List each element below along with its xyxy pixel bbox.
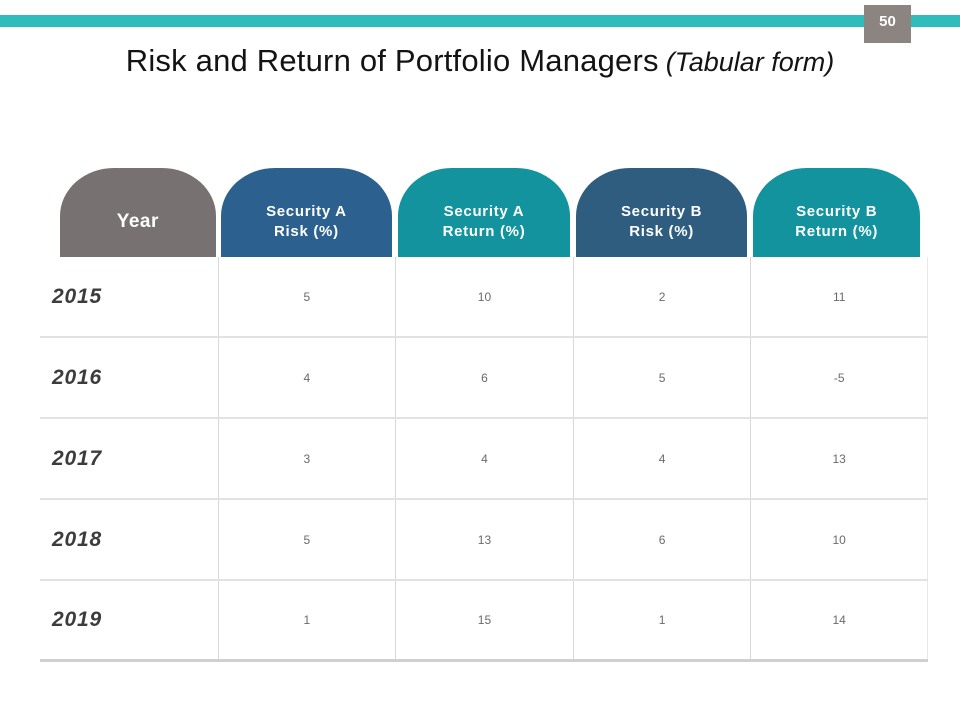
- value-cell: 10: [750, 500, 928, 579]
- header-dome-security-a-return: Security A Return (%): [398, 168, 570, 257]
- slide-title: Risk and Return of Portfolio Managers (Ta…: [0, 42, 960, 79]
- column-header-security-a-return: Security A Return (%): [395, 168, 573, 257]
- value-cell: 15: [395, 581, 573, 659]
- value-cell: 10: [395, 257, 573, 336]
- table-row: 2016 4 6 5 -5: [40, 338, 928, 419]
- column-header-security-a-risk: Security A Risk (%): [218, 168, 396, 257]
- header-dome-year: Year: [60, 168, 216, 257]
- table-row: 2017 3 4 4 13: [40, 419, 928, 500]
- header-label: Security B: [796, 202, 878, 220]
- value-cell: 5: [217, 257, 396, 336]
- header-label: Year: [116, 210, 159, 232]
- value-cell: 2: [572, 257, 751, 336]
- header-dome-security-a-risk: Security A Risk (%): [220, 168, 393, 257]
- header-label: Risk (%): [274, 222, 339, 240]
- page-number: 50: [879, 13, 896, 30]
- accent-bar: [0, 15, 960, 27]
- value-cell: 13: [750, 419, 928, 498]
- year-cell: 2015: [52, 284, 102, 308]
- header-label: Security B: [620, 202, 703, 220]
- value-cell: 14: [750, 581, 928, 659]
- data-table: Year Security A Risk (%) Security A Retu…: [40, 168, 928, 662]
- value-cell: 6: [572, 500, 751, 579]
- value-cell: -5: [750, 338, 928, 417]
- year-cell: 2019: [52, 608, 102, 631]
- value-cell: 4: [217, 338, 396, 417]
- table-row: 2019 1 15 1 14: [40, 581, 928, 662]
- header-label: Risk (%): [629, 222, 694, 240]
- year-cell: 2018: [52, 527, 102, 551]
- title-suffix: (Tabular form): [665, 47, 835, 77]
- value-cell: 5: [572, 338, 751, 417]
- table-header-row: Year Security A Risk (%) Security A Retu…: [40, 168, 928, 257]
- value-cell: 4: [395, 419, 573, 498]
- column-header-security-b-risk: Security B Risk (%): [573, 168, 751, 257]
- header-dome-security-b-return: Security B Return (%): [753, 168, 920, 257]
- header-label: Security A: [266, 202, 347, 220]
- title-main: Risk and Return of Portfolio Managers: [125, 43, 659, 78]
- page-number-badge: 50: [864, 5, 911, 43]
- column-header-year: Year: [40, 168, 218, 257]
- year-cell: 2016: [52, 365, 102, 389]
- header-label: Security A: [443, 202, 525, 220]
- table-row: 2018 5 13 6 10: [40, 500, 928, 581]
- header-label: Return (%): [442, 222, 526, 240]
- value-cell: 1: [572, 581, 751, 659]
- value-cell: 4: [572, 419, 751, 498]
- table-row: 2015 5 10 2 11: [40, 257, 928, 338]
- value-cell: 6: [395, 338, 573, 417]
- header-dome-security-b-risk: Security B Risk (%): [575, 168, 748, 257]
- column-header-security-b-return: Security B Return (%): [750, 168, 928, 257]
- value-cell: 13: [395, 500, 573, 579]
- value-cell: 3: [217, 419, 396, 498]
- value-cell: 11: [750, 257, 928, 336]
- year-cell: 2017: [52, 446, 102, 470]
- value-cell: 1: [217, 581, 396, 659]
- value-cell: 5: [217, 500, 396, 579]
- header-label: Return (%): [795, 222, 879, 240]
